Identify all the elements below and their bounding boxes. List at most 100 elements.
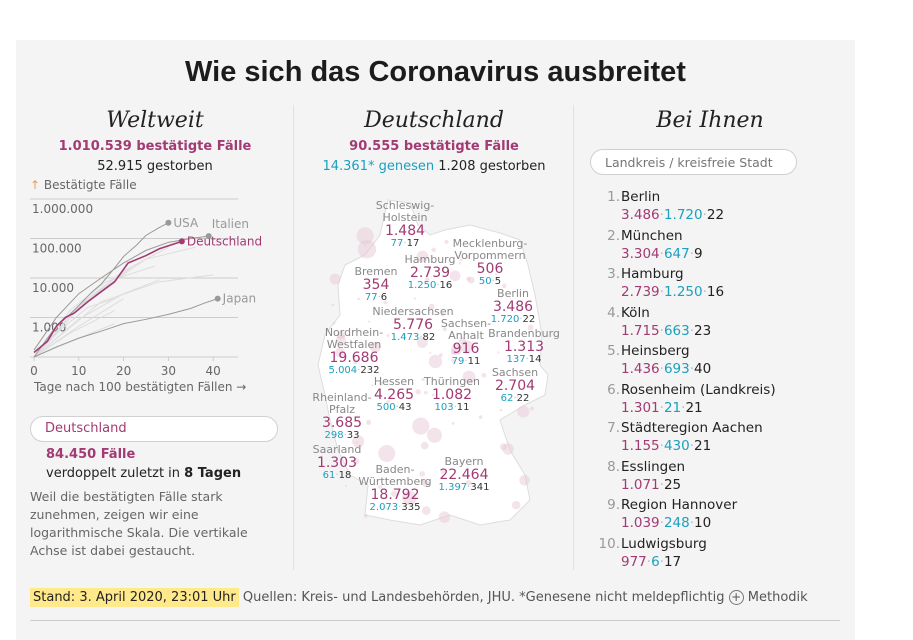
- district-item[interactable]: 10.Ludwigsburg 977·6·17: [590, 535, 707, 571]
- case-bubble: [502, 283, 507, 289]
- district-value: 23: [694, 322, 712, 339]
- state-rheinland-pfalz[interactable]: Rheinland- Pfalz 3.685 298·33: [312, 392, 371, 442]
- case-bubble: [499, 408, 503, 412]
- state-cases: 22.464: [439, 467, 489, 483]
- state-name: Mecklenburg- Vorpommern: [452, 237, 528, 262]
- case-bubble: [416, 250, 429, 263]
- state-baden-württemberg[interactable]: Baden- Württemberg 18.792 2.073·335: [358, 464, 431, 514]
- state-cases: 4.265: [373, 387, 415, 403]
- state-hessen[interactable]: Hessen 4.265 500·43: [373, 376, 415, 414]
- district-value: 1.155: [621, 438, 660, 454]
- case-bubble: [458, 262, 462, 265]
- district-item[interactable]: 8.Esslingen 1.071·25: [590, 458, 685, 494]
- case-bubble: [370, 384, 374, 387]
- case-bubble: [459, 258, 463, 262]
- district-search-input[interactable]: [590, 149, 797, 175]
- state-cases: 1.082: [431, 387, 473, 403]
- district-name: Hamburg: [621, 266, 684, 282]
- state-name: Bremen: [354, 265, 398, 278]
- case-bubble: [424, 277, 430, 282]
- district-values: 1.436·693·40: [621, 361, 712, 377]
- state-name: Nordrhein- Westfalen: [324, 326, 384, 351]
- district-rank: 5.: [607, 343, 620, 359]
- district-value: 1.039: [621, 515, 660, 531]
- state-saarland[interactable]: Saarland 1.303 61·18: [313, 444, 362, 482]
- state-sachsen[interactable]: Sachsen 2.704 62·22: [491, 366, 539, 405]
- country-select[interactable]: Deutschland: [30, 416, 278, 442]
- district-rank: 7.: [607, 420, 620, 436]
- district-item[interactable]: 1.Berlin 3.486·1.720·22: [590, 188, 724, 224]
- district-item[interactable]: 6.Rosenheim (Landkreis) 1.301·21·21: [590, 381, 776, 417]
- district-value: 6: [651, 553, 660, 570]
- state-recovered-deaths: 79·11: [451, 356, 481, 367]
- district-name: Esslingen: [621, 458, 686, 475]
- state-berlin[interactable]: Berlin 3.486 1.720·22: [491, 287, 536, 326]
- state-cases: 916: [452, 341, 480, 357]
- state-name: Niedersachsen: [372, 305, 454, 318]
- case-bubble: [497, 351, 500, 354]
- case-bubble: [451, 421, 455, 425]
- footer: Stand: 3. April 2020, 23:01 Uhr Quellen:…: [30, 588, 808, 607]
- state-name: Sachsen- Anhalt: [440, 317, 492, 342]
- state-cases: 506: [476, 261, 504, 277]
- state-brandenburg[interactable]: Brandenburg 1.313 137·14: [488, 328, 560, 366]
- district-rank: 4.: [607, 304, 620, 321]
- district-value: 1.250: [663, 284, 703, 300]
- state-bayern[interactable]: Bayern 22.464 1.397·341: [439, 456, 490, 494]
- country-line: [33, 265, 156, 358]
- log-scale-note: Weil die bestätigten Fälle stark zunehme…: [30, 489, 248, 558]
- case-bubble: [516, 395, 519, 399]
- district-value: 1.436: [621, 361, 660, 377]
- district-item[interactable]: 2.München 3.304·647·9: [590, 227, 703, 263]
- district-value: 3.304: [621, 245, 660, 262]
- case-bubble: [419, 471, 425, 477]
- series-label-japan: Japan: [222, 292, 256, 306]
- case-bubble: [465, 480, 472, 486]
- state-recovered-deaths: 50·5: [478, 276, 502, 287]
- case-bubble: [440, 469, 445, 474]
- state-nordrhein-westfalen[interactable]: Nordrhein- Westfalen 19.686 5.004·232: [324, 326, 384, 377]
- state-bremen[interactable]: Bremen 354 77·6: [354, 265, 398, 304]
- state-thüringen[interactable]: Thüringen 1.082 103·11: [424, 376, 480, 414]
- district-item[interactable]: 7.Städteregion Aachen 1.155·430·21: [590, 419, 763, 455]
- district-item[interactable]: 5.Heinsberg 1.436·693·40: [590, 342, 711, 378]
- district-item[interactable]: 4.Köln 1.715·663·23: [590, 304, 711, 340]
- x-tick-label: 40: [206, 364, 221, 378]
- divider: [573, 105, 574, 570]
- district-rank: 10.: [598, 535, 620, 552]
- case-bubble: [451, 344, 463, 355]
- methodik-link[interactable]: + Methodik: [728, 590, 808, 605]
- district-values: 1.155·430·21: [621, 438, 712, 454]
- state-cases: 2.704: [494, 378, 536, 394]
- state-schleswig-holstein[interactable]: Schleswig- Holstein 1.484 77·17: [376, 200, 435, 250]
- district-value: 21: [685, 399, 703, 416]
- state-name: Berlin: [497, 287, 529, 300]
- case-bubble: [423, 390, 428, 395]
- deutschland-heading: Deutschland: [364, 108, 504, 133]
- case-bubble: [502, 443, 514, 455]
- district-value: 10: [694, 515, 712, 531]
- state-niedersachsen[interactable]: Niedersachsen 5.776 1.473·82: [372, 305, 454, 344]
- case-bubble: [429, 352, 432, 355]
- case-bubble: [363, 513, 368, 518]
- state-name: Sachsen: [491, 366, 539, 379]
- district-values: 1.039·248·10: [621, 515, 712, 531]
- case-bubble: [449, 270, 461, 282]
- district-item[interactable]: 9.Region Hannover 1.039·248·10: [590, 496, 737, 532]
- case-bubble: [420, 441, 429, 450]
- state-mecklenburg-vorpommern[interactable]: Mecklenburg- Vorpommern 506 50·5: [452, 237, 528, 288]
- germany-map[interactable]: [310, 195, 570, 530]
- state-cases: 3.486: [492, 299, 534, 315]
- sources: Quellen: Kreis- und Landesbehörden, JHU.…: [242, 590, 725, 605]
- case-bubble: [478, 415, 483, 420]
- timestamp: Stand: 3. April 2020, 23:01 Uhr: [30, 588, 239, 607]
- state-cases: 1.303: [316, 455, 358, 471]
- case-bubbles: [329, 227, 534, 523]
- district-value: 21: [694, 438, 712, 454]
- district-value: 25: [663, 476, 682, 493]
- state-cases: 1.313: [503, 339, 545, 355]
- district-value: 1.071: [621, 476, 660, 493]
- district-item[interactable]: 3.Hamburg 2.739·1.250·16: [590, 265, 724, 301]
- state-sachsen-anhalt[interactable]: Sachsen- Anhalt 916 79·11: [440, 317, 492, 368]
- state-hamburg[interactable]: Hamburg 2.739 1.250·16: [405, 254, 456, 292]
